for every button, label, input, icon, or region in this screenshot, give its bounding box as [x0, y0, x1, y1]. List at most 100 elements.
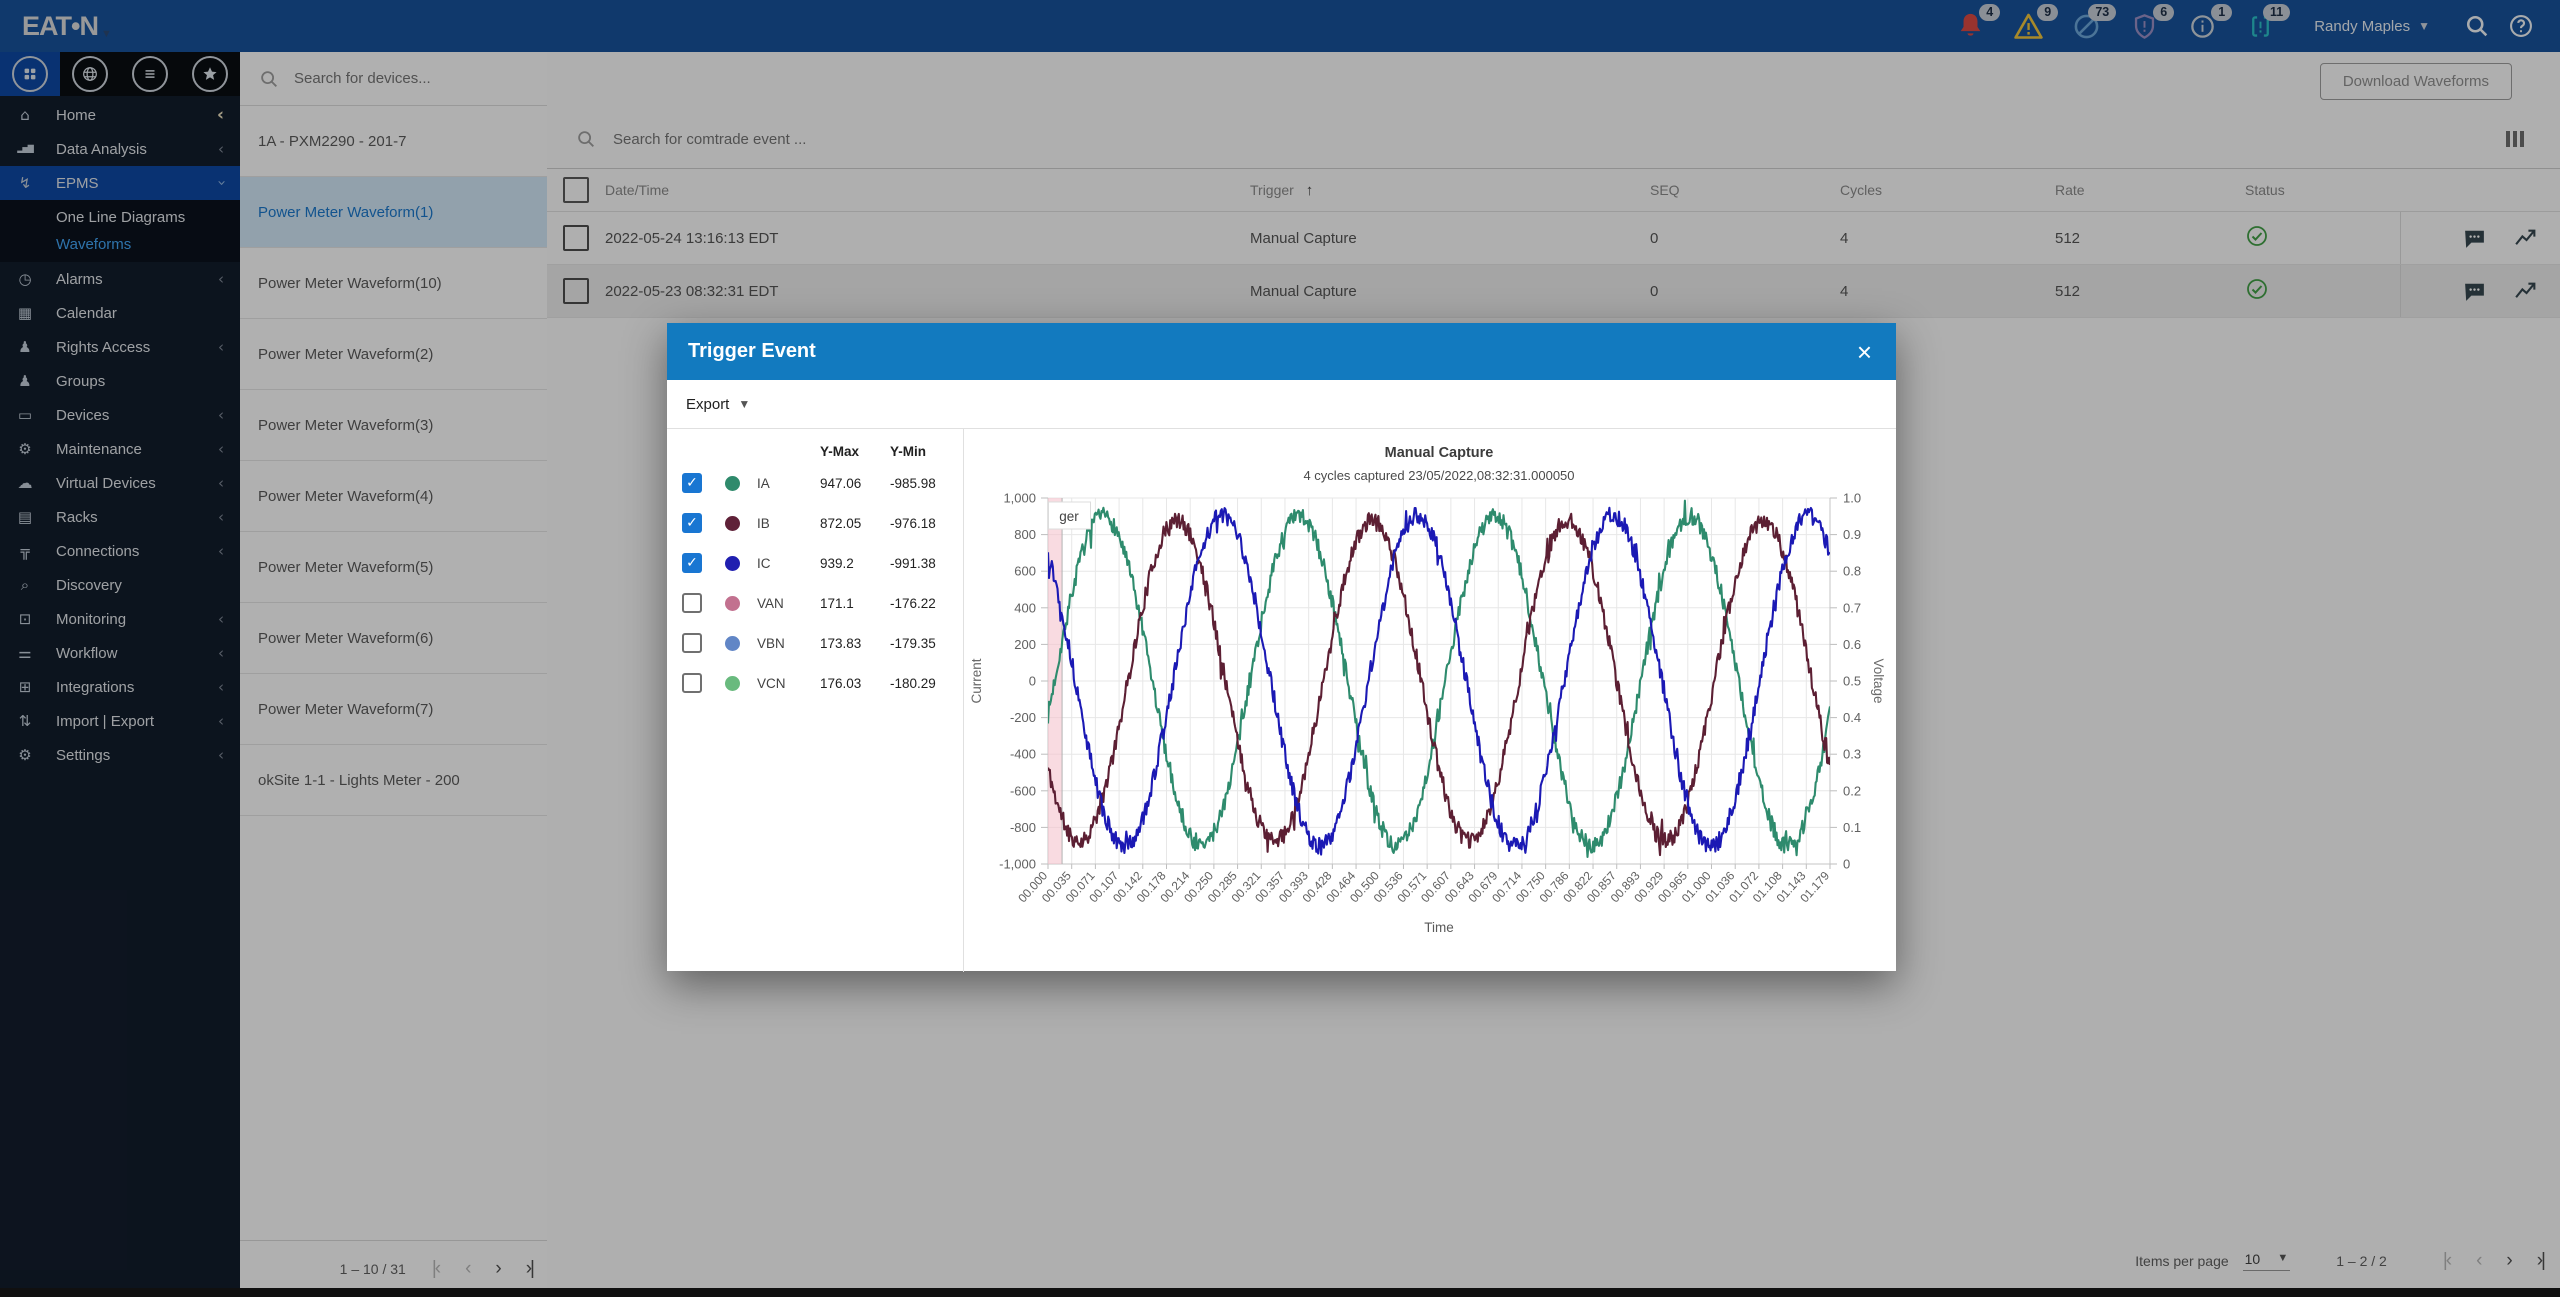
next-page-button[interactable]: ›	[495, 1258, 501, 1279]
row-checkbox[interactable]	[563, 278, 589, 304]
device-list-item[interactable]: Power Meter Waveform(1)	[240, 177, 547, 248]
sidebar-item-label: Groups	[56, 372, 106, 390]
sidebar-item-workflow[interactable]: ⚌ Workflow ‹	[0, 636, 240, 670]
device-search	[240, 52, 547, 106]
device-list-item[interactable]: Power Meter Waveform(5)	[240, 532, 547, 603]
close-icon[interactable]: ×	[1856, 336, 1872, 367]
notification-icons: 4 9 73 6 1 11	[1952, 4, 2300, 44]
sidebar-item-connections[interactable]: ╦ Connections ‹	[0, 534, 240, 568]
device-list-item[interactable]: Power Meter Waveform(7)	[240, 674, 547, 745]
quick-tab-apps-grid-icon[interactable]	[0, 52, 60, 96]
sidebar-item-rights-access[interactable]: ♟ Rights Access ‹	[0, 330, 240, 364]
cell-datetime: 2022-05-24 13:16:13 EDT	[605, 229, 779, 247]
select-all-checkbox[interactable]	[563, 177, 589, 203]
last-page-button[interactable]: ›|	[2536, 1250, 2546, 1271]
col-cycles[interactable]: Cycles	[1840, 182, 1883, 198]
sidebar-item-virtual-devices[interactable]: ☁ Virtual Devices ‹	[0, 466, 240, 500]
list-icon	[132, 56, 168, 92]
quick-tab-star-icon[interactable]	[180, 52, 240, 96]
device-list-item[interactable]: Power Meter Waveform(6)	[240, 603, 547, 674]
comtrade-search-input[interactable]	[611, 129, 1135, 149]
cell-trigger: Manual Capture	[1250, 229, 1357, 247]
comment-icon[interactable]	[2462, 226, 2487, 251]
sidebar-item-groups[interactable]: ♟ Groups	[0, 364, 240, 398]
items-per-page-select[interactable]: 10 ▼	[2242, 1251, 2291, 1271]
modal-header: Trigger Event ×	[667, 323, 1896, 380]
device-list-item[interactable]: Power Meter Waveform(3)	[240, 390, 547, 461]
warning-triangle-icon[interactable]: 9	[2010, 4, 2059, 44]
sidebar-item-integrations[interactable]: ⊞ Integrations ‹	[0, 670, 240, 704]
col-status[interactable]: Status	[2245, 182, 2285, 198]
alarms-icon: ◷	[18, 269, 32, 288]
sidebar-item-monitoring[interactable]: ⊡ Monitoring ‹	[0, 602, 240, 636]
sidebar-item-devices[interactable]: ▭ Devices ‹	[0, 398, 240, 432]
sidebar-subitem-one-line-diagrams[interactable]: One Line Diagrams	[56, 209, 186, 226]
series-checkbox[interactable]	[682, 673, 702, 693]
export-button[interactable]: Export ▼	[686, 395, 751, 413]
waveform-view-icon[interactable]	[2513, 226, 2538, 251]
circle-slash-icon[interactable]: 73	[2068, 4, 2117, 44]
first-page-button[interactable]: |‹	[2442, 1250, 2452, 1271]
rights-access-icon: ♟	[18, 337, 32, 356]
quick-tab-globe-icon[interactable]	[60, 52, 120, 96]
sidebar-item-epms[interactable]: ↯ EPMS ‹	[0, 166, 240, 200]
eaton-logo-text: EAT•N	[22, 10, 99, 41]
cell-trigger: Manual Capture	[1250, 282, 1357, 300]
next-page-button[interactable]: ›	[2506, 1250, 2512, 1271]
user-menu-chevron-down-icon[interactable]: ▼	[2418, 19, 2430, 33]
comment-icon[interactable]	[2462, 279, 2487, 304]
table-row[interactable]: 2022-05-23 08:32:31 EDT Manual Capture 0 4 5…	[547, 265, 2560, 318]
shield-alert-icon[interactable]: 6	[2126, 4, 2175, 44]
series-checkbox[interactable]: ✓	[682, 513, 702, 533]
series-checkbox[interactable]	[682, 593, 702, 613]
sidebar-item-maintenance[interactable]: ⚙ Maintenance ‹	[0, 432, 240, 466]
first-page-button[interactable]: |‹	[431, 1258, 441, 1279]
bell-icon[interactable]: 4	[1952, 4, 2001, 44]
device-list-item[interactable]: Power Meter Waveform(2)	[240, 319, 547, 390]
toolbar-row: Download Waveforms	[547, 52, 2560, 110]
column-settings-icon[interactable]	[2506, 131, 2524, 147]
device-alert-icon[interactable]: 11	[2242, 4, 2291, 44]
sidebar-item-settings[interactable]: ⚙ Settings ‹	[0, 738, 240, 772]
series-checkbox[interactable]: ✓	[682, 473, 702, 493]
info-circle-icon[interactable]: 1	[2184, 4, 2233, 44]
last-page-button[interactable]: ›|	[525, 1258, 535, 1279]
sidebar-item-alarms[interactable]: ◷ Alarms ‹	[0, 262, 240, 296]
comtrade-search-row	[547, 110, 2560, 169]
col-trigger[interactable]: Trigger ↑	[1250, 181, 1314, 199]
row-checkbox[interactable]	[563, 225, 589, 251]
device-list-item[interactable]: okSite 1-1 - Lights Meter - 200	[240, 745, 547, 816]
collapse-sidebar-icon[interactable]: ‹	[216, 105, 224, 125]
series-checkbox[interactable]	[682, 633, 702, 653]
search-icon[interactable]	[2460, 9, 2494, 43]
sidebar-item-calendar[interactable]: ▦ Calendar	[0, 296, 240, 330]
series-checkbox[interactable]: ✓	[682, 553, 702, 573]
col-seq[interactable]: SEQ	[1650, 182, 1680, 198]
series-color-dot	[725, 635, 740, 651]
device-search-input[interactable]	[292, 69, 526, 88]
sidebar-subitem-waveforms[interactable]: Waveforms	[56, 236, 132, 253]
waveform-view-icon[interactable]	[2513, 279, 2538, 304]
sidebar-item-racks[interactable]: ▤ Racks ‹	[0, 500, 240, 534]
series-ymax: 947.06	[820, 475, 862, 491]
device-list-item[interactable]: 1A - PXM2290 - 201-7	[240, 106, 547, 177]
user-name[interactable]: Randy Maples	[2314, 17, 2411, 35]
sidebar-item-import-export[interactable]: ⇅ Import | Export ‹	[0, 704, 240, 738]
logo-caret-icon: ▼	[100, 27, 112, 40]
device-list-item[interactable]: Power Meter Waveform(4)	[240, 461, 547, 532]
table-row[interactable]: 2022-05-24 13:16:13 EDT Manual Capture 0 4 5…	[547, 212, 2560, 265]
notification-badge: 4	[1979, 4, 2001, 21]
sidebar-item-data-analysis[interactable]: ▂▅▇ Data Analysis ‹	[0, 132, 240, 166]
previous-page-button[interactable]: ‹	[465, 1258, 471, 1279]
previous-page-button[interactable]: ‹	[2476, 1250, 2482, 1271]
svg-text:-400: -400	[1010, 747, 1036, 762]
chevron-down-icon: ▼	[2277, 1252, 2289, 1264]
help-icon[interactable]	[2504, 9, 2538, 43]
download-waveforms-button[interactable]: Download Waveforms	[2319, 62, 2512, 100]
sidebar-item-discovery[interactable]: ⌕ Discovery	[0, 568, 240, 602]
device-list-item[interactable]: Power Meter Waveform(10)	[240, 248, 547, 319]
sidebar-item-home[interactable]: ⌂ Home ‹	[0, 98, 240, 132]
quick-tab-list-icon[interactable]	[120, 52, 180, 96]
col-datetime[interactable]: Date/Time	[605, 182, 670, 198]
col-rate[interactable]: Rate	[2055, 182, 2085, 198]
